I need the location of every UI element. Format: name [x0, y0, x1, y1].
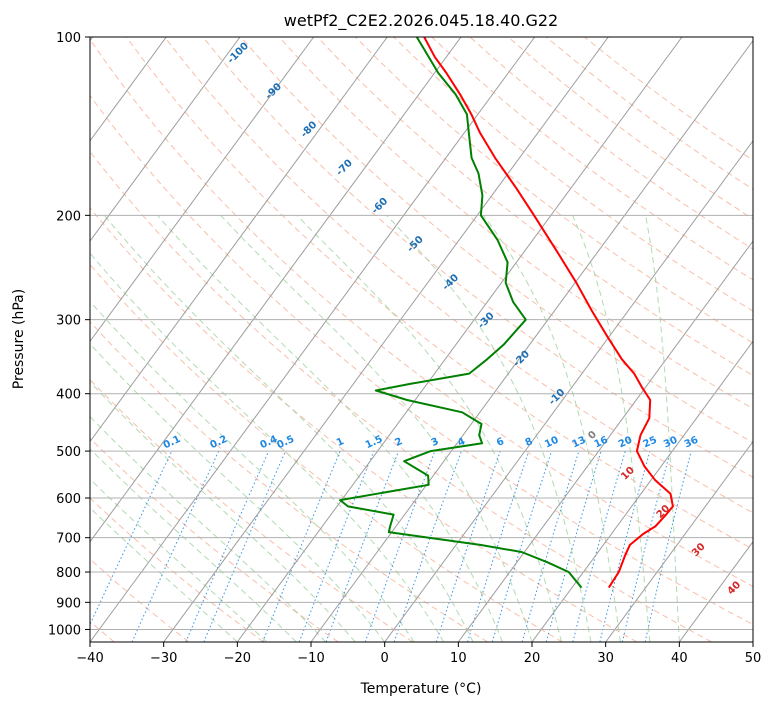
isotherm-line: [310, 39, 753, 642]
chart-title: wetPf2_C2E2.2026.045.18.40.G22: [284, 11, 558, 31]
mixing-ratio-label: 3: [430, 436, 441, 449]
y-tick-label: 200: [56, 209, 81, 224]
dry-adiabat-line: [90, 263, 563, 642]
mixing-ratio-line: [262, 450, 341, 642]
moist-adiabat-line: [90, 252, 445, 642]
isotherm-line: [90, 37, 167, 142]
moist-adiabat-line: [645, 215, 680, 642]
y-axis: 100 200 300 400 500 600 700 800 900 1000: [48, 31, 90, 638]
mixing-ratio-label: 16: [593, 435, 610, 451]
moist-adiabat-line: [90, 300, 415, 642]
moist-adiabat-line: [90, 381, 356, 642]
mixing-ratio-label: 6: [495, 436, 506, 449]
mixing-ratio-label: 30: [662, 435, 679, 451]
x-tick-label: −10: [297, 651, 324, 666]
mixing-ratio-line: [364, 450, 436, 642]
moist-adiabat-line: [90, 478, 268, 642]
y-tick-label: 500: [56, 445, 81, 460]
plot-area: [90, 37, 753, 642]
dry-adiabat-line: [90, 207, 638, 642]
moist-adiabat-line: [104, 214, 474, 642]
mixing-ratio-label: 25: [642, 435, 659, 451]
mixing-ratio-line: [298, 450, 375, 642]
mixing-ratio-line: [325, 450, 400, 642]
y-tick-label: 400: [56, 388, 81, 403]
data-lines: [339, 37, 674, 589]
isotherm-line: [90, 37, 536, 642]
isotherm-line: [236, 37, 683, 642]
dewpoint-line: [339, 37, 583, 589]
mixing-ratio-label: 10: [543, 435, 560, 451]
mixing-ratio-line: [572, 450, 626, 642]
isotherm-line: [90, 37, 241, 242]
moist-adiabat-line: [157, 214, 503, 642]
moist-adiabat-line: [572, 215, 651, 642]
isotherm-line: [752, 641, 753, 642]
mixing-ratio-label: 13: [570, 435, 587, 451]
x-tick-label: 50: [745, 651, 762, 666]
dry-adiabat-line: [355, 37, 753, 344]
y-tick-label: 900: [56, 596, 81, 611]
mixing-ratio-label: 36: [683, 435, 700, 451]
moist-adiabat-line: [483, 215, 621, 642]
mixing-ratio-line: [599, 450, 651, 642]
mixing-ratio-line: [521, 450, 580, 642]
mixing-ratio-line: [621, 450, 671, 642]
isotherm-line: [457, 240, 753, 642]
x-tick-label: −20: [224, 651, 251, 666]
temperature-line: [423, 37, 674, 589]
mixing-ratio-label: 1: [335, 436, 346, 449]
dry-adiabat-line: [278, 37, 753, 410]
y-tick-label: 700: [56, 532, 81, 547]
y-tick-label: 1000: [48, 623, 81, 638]
mixing-ratio-label: 2: [393, 436, 404, 449]
dry-adiabat-line: [164, 37, 753, 514]
dry-adiabat-line: [90, 150, 712, 642]
x-tick-label: 0: [381, 651, 389, 666]
mixing-ratio-line: [545, 450, 602, 642]
x-tick-label: 10: [450, 651, 467, 666]
isotherm-line: [531, 340, 753, 642]
x-tick-label: −30: [150, 651, 177, 666]
x-axis-title: Temperature (°C): [360, 681, 482, 697]
mixing-ratio-line: [203, 450, 286, 642]
x-axis: −40 −30 −20 −10 0 10 20 30 40 50: [76, 642, 761, 666]
moist-adiabat-line: [90, 415, 327, 642]
y-tick-label: 100: [56, 31, 81, 46]
mixing-ratio-label: 8: [524, 436, 535, 449]
x-tick-label: 40: [671, 651, 688, 666]
dry-adiabat-line: [90, 38, 753, 587]
mixing-ratio-line: [491, 450, 553, 642]
moist-adiabat-line: [296, 214, 562, 642]
plot-frame: [89, 36, 754, 643]
x-tick-label: 20: [524, 651, 541, 666]
mixing-ratio-line: [185, 450, 270, 642]
isotherm-line: [163, 37, 609, 642]
dry-adiabat-line: [90, 94, 753, 626]
mixing-ratio-line: [467, 450, 530, 642]
y-tick-label: 800: [56, 566, 81, 581]
moist-adiabat-line: [220, 214, 533, 642]
moist-adiabat-line: [90, 448, 297, 642]
mixing-ratio-label: 4: [456, 436, 467, 449]
y-axis-title: Pressure (hPa): [11, 289, 27, 389]
dry-adiabat-line: [316, 37, 753, 377]
moist-adiabat-line: [90, 343, 386, 642]
moist-adiabat-line: [90, 507, 238, 642]
y-tick-label: 600: [56, 492, 81, 507]
y-tick-label: 300: [56, 314, 81, 329]
moist-adiabat-line: [386, 214, 592, 642]
isotherm-line: [90, 37, 315, 343]
isotherm-line: [90, 37, 388, 443]
isotherm-line: [605, 440, 753, 642]
x-tick-label: 30: [597, 651, 614, 666]
x-tick-label: −40: [76, 651, 103, 666]
mixing-ratio-label: 20: [617, 435, 634, 451]
mixing-ratio-line: [435, 450, 501, 642]
